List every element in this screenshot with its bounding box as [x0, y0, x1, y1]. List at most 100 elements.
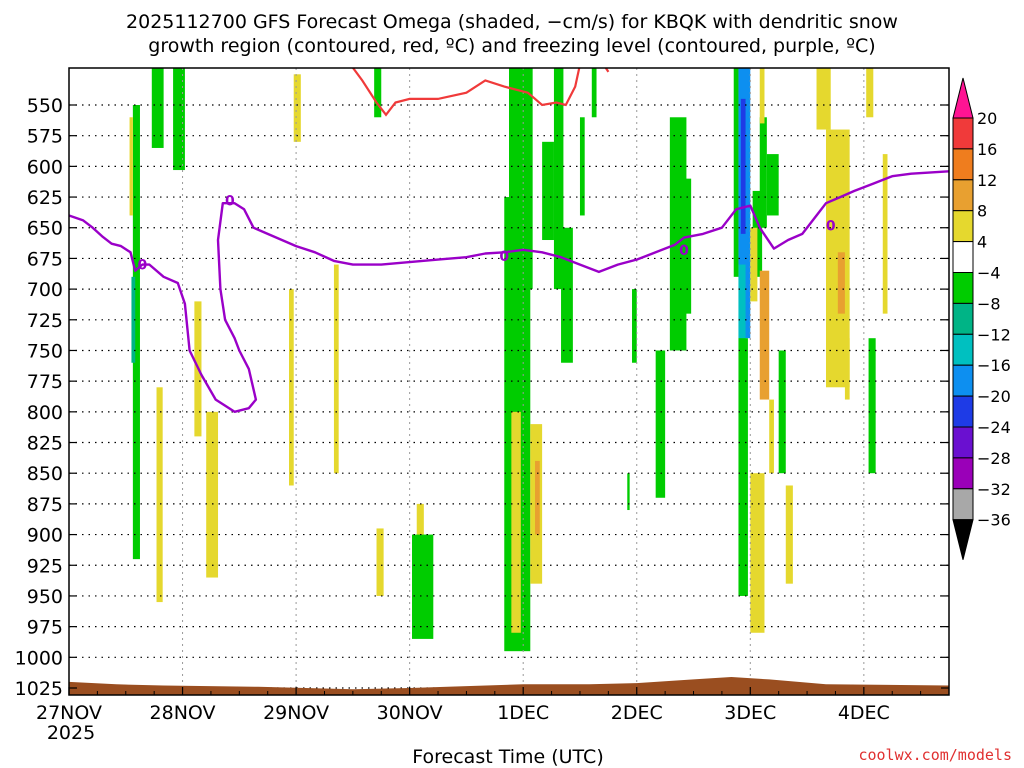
y-tick-label-1000: 1000 [15, 647, 63, 669]
y-tick-label-600: 600 [27, 156, 63, 178]
omega-region-19 [535, 460, 540, 535]
colorbar-label-12: −32 [977, 480, 1011, 499]
omega-region-20 [542, 141, 554, 241]
colorbar-swatch-8 [952, 333, 974, 366]
omega-region-34 [733, 68, 739, 277]
omega-region-45 [816, 68, 831, 130]
omega-region-40 [769, 399, 774, 474]
omega-region-7 [206, 411, 219, 578]
omega-region-47 [837, 252, 845, 314]
omega-region-23 [579, 117, 585, 216]
colorbar-swatch-5 [952, 241, 974, 274]
omega-region-24 [591, 68, 597, 118]
y-tick-label-725: 725 [27, 310, 63, 332]
omega-region-21 [553, 68, 564, 290]
colorbar-swatch-7 [952, 302, 974, 335]
colorbar-swatch-9 [952, 364, 974, 397]
chart-title-line1: 2025112700 GFS Forecast Omega (shaded, −… [126, 11, 898, 33]
omega-region-26 [632, 289, 637, 363]
colorbar-label-1: 16 [977, 140, 997, 159]
colorbar-swatch-12 [952, 457, 974, 490]
y-tick-label-800: 800 [27, 402, 63, 424]
omega-region-41 [778, 350, 786, 474]
x-tick-label-27NOV: 27NOV [36, 702, 102, 724]
omega-region-43 [785, 485, 793, 584]
omega-region-48 [844, 338, 850, 400]
colorbar-swatch-10 [952, 395, 974, 428]
omega-region-8 [289, 289, 294, 486]
omega-region-14 [374, 68, 382, 118]
x-tick-label-3DEC: 3DEC [724, 702, 776, 724]
colorbar-bottom-arrow [952, 519, 974, 560]
omega-shading [129, 68, 888, 652]
x-tick-label-28NOV: 28NOV [150, 702, 216, 724]
omega-region-51 [868, 338, 876, 474]
colorbar-label-13: −36 [977, 511, 1011, 530]
y-tick-label-650: 650 [27, 218, 63, 240]
y-tick-label-925: 925 [27, 555, 63, 577]
colorbar-swatch-11 [952, 426, 974, 459]
x-tick-label-4DEC: 4DEC [838, 702, 890, 724]
colorbar-label-3: 8 [977, 202, 987, 221]
omega-region-27 [655, 350, 666, 498]
x-tick-label-2DEC: 2DEC [611, 702, 663, 724]
freezing-label-3: 0 [679, 243, 689, 259]
x-tick-label-30NOV: 30NOV [377, 702, 443, 724]
freezing-level-contour-0 [69, 170, 949, 413]
omega-region-16 [509, 68, 533, 290]
omega-region-28 [669, 117, 687, 351]
freezing-label-2: 0 [499, 249, 509, 265]
y-tick-label-975: 975 [27, 617, 63, 639]
omega-region-3 [173, 68, 185, 171]
colorbar: 20 16 12 8 4 −4 −8 −12 −16 −20 −24 −28 −32 −36 [952, 77, 1011, 560]
omega-region-38 [750, 227, 758, 302]
x-axis-title: Forecast Time (UTC) [412, 746, 603, 768]
omega-region-42 [750, 473, 765, 633]
y-tick-label-1025: 1025 [15, 678, 63, 700]
y-tick-label-700: 700 [27, 279, 63, 301]
colorbar-label-6: −8 [977, 294, 1001, 313]
y-axis: 550 575 600 625 650 675 700 725 750 775 800 825 850 8… [15, 95, 949, 700]
colorbar-label-7: −12 [977, 325, 1011, 344]
dgz-contour-red [351, 68, 610, 117]
omega-region-32 [738, 264, 746, 351]
omega-region-2 [151, 68, 164, 148]
colorbar-swatch-13 [952, 488, 974, 521]
omega-region-11 [376, 528, 384, 596]
y-tick-label-625: 625 [27, 187, 63, 209]
x-tick-sublabel: 2025 [47, 722, 95, 744]
surface-fill [69, 677, 949, 695]
omega-region-5 [156, 387, 163, 603]
colorbar-label-4: 4 [977, 233, 987, 252]
y-tick-label-550: 550 [27, 95, 63, 117]
omega-region-17 [511, 411, 521, 633]
omega-region-13 [412, 534, 434, 639]
y-tick-label-750: 750 [27, 340, 63, 362]
omega-region-39 [759, 270, 770, 400]
contours: 000 00−12 [69, 68, 949, 413]
colorbar-top-arrow [952, 77, 974, 119]
chart-title-line2: growth region (contoured, red, ºC) and f… [148, 35, 875, 57]
omega-region-33 [738, 338, 748, 596]
omega-region-4 [129, 117, 133, 216]
y-tick-label-825: 825 [27, 433, 63, 455]
y-tick-label-950: 950 [27, 586, 63, 608]
colorbar-label-8: −16 [977, 356, 1011, 375]
y-tick-label-900: 900 [27, 525, 63, 547]
omega-region-1 [131, 276, 136, 363]
colorbar-label-9: −20 [977, 387, 1011, 406]
x-tick-label-29NOV: 29NOV [263, 702, 329, 724]
omega-region-31 [740, 98, 746, 234]
omega-region-37 [766, 154, 779, 216]
omega-region-25 [627, 473, 630, 511]
freezing-label-1: 0 [225, 194, 235, 210]
colorbar-swatch-6 [952, 272, 974, 304]
x-tick-label-1DEC: 1DEC [497, 702, 549, 724]
colorbar-swatch-3 [952, 179, 974, 212]
colorbar-label-0: 20 [977, 109, 997, 128]
y-tick-label-775: 775 [27, 371, 63, 393]
omega-region-10 [333, 264, 339, 474]
colorbar-swatch-2 [952, 148, 974, 181]
